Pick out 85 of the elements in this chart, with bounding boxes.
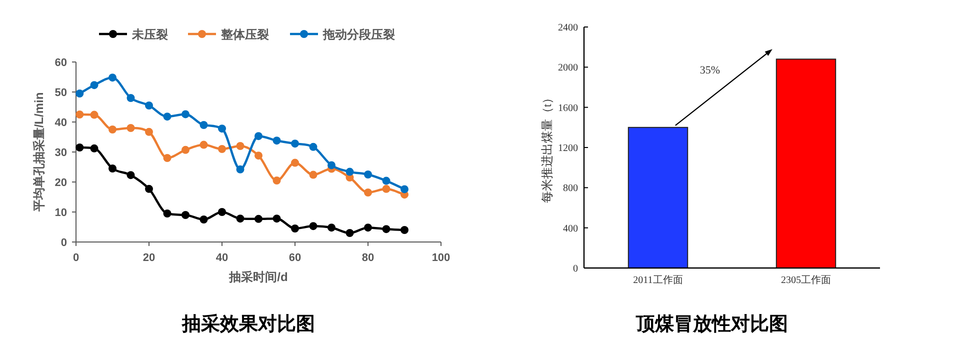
point bbox=[272, 214, 281, 223]
point bbox=[254, 214, 262, 223]
point bbox=[364, 188, 372, 196]
point bbox=[126, 124, 135, 132]
point bbox=[382, 176, 390, 185]
x-tick-label: 2011工作面 bbox=[633, 275, 683, 286]
point bbox=[346, 229, 354, 237]
y-tick-label: 40 bbox=[54, 117, 67, 129]
legend-label: 拖动分段压裂 bbox=[322, 28, 395, 42]
point bbox=[346, 168, 354, 176]
y-tick-label: 400 bbox=[563, 223, 578, 234]
point bbox=[90, 110, 98, 119]
point bbox=[76, 110, 84, 118]
point bbox=[90, 144, 98, 152]
y-tick-label: 1200 bbox=[558, 143, 578, 154]
point bbox=[364, 224, 372, 232]
point bbox=[163, 112, 172, 121]
point bbox=[400, 185, 408, 194]
point bbox=[254, 132, 262, 140]
point bbox=[200, 121, 208, 129]
point bbox=[382, 225, 390, 234]
point bbox=[200, 140, 208, 149]
y-tick-label: 2400 bbox=[558, 22, 578, 34]
point bbox=[145, 102, 153, 110]
point bbox=[328, 224, 336, 232]
y-tick-label: 20 bbox=[54, 177, 67, 189]
point bbox=[236, 165, 244, 174]
point bbox=[126, 171, 135, 180]
y-tick-label: 0 bbox=[60, 237, 67, 249]
y-tick-label: 2000 bbox=[558, 62, 578, 74]
y-tick-label: 800 bbox=[563, 183, 578, 194]
point bbox=[108, 126, 116, 134]
point bbox=[145, 128, 153, 136]
point bbox=[145, 184, 153, 193]
y-tick-label: 0 bbox=[573, 264, 578, 274]
point bbox=[291, 224, 299, 232]
text: 抽采效果对比图 bbox=[181, 313, 315, 335]
point bbox=[163, 154, 172, 162]
point bbox=[182, 110, 190, 118]
point bbox=[291, 158, 299, 167]
point bbox=[382, 184, 390, 193]
point bbox=[236, 214, 244, 223]
point bbox=[126, 94, 135, 102]
x-tick-label: 2305工作面 bbox=[781, 275, 831, 286]
point bbox=[76, 90, 84, 98]
point bbox=[328, 161, 336, 170]
point bbox=[108, 74, 116, 82]
point bbox=[309, 170, 318, 179]
y-tick-label: 1600 bbox=[558, 102, 578, 114]
x-tick-label: 100 bbox=[432, 252, 450, 264]
point bbox=[218, 208, 226, 216]
y-tick-label: 10 bbox=[54, 207, 67, 219]
point bbox=[200, 216, 208, 224]
point bbox=[272, 136, 281, 145]
point bbox=[90, 81, 98, 90]
point bbox=[400, 226, 408, 234]
point bbox=[309, 142, 318, 151]
point bbox=[76, 144, 84, 152]
point bbox=[218, 124, 226, 133]
point bbox=[182, 211, 190, 219]
x-tick-label: 80 bbox=[362, 252, 374, 264]
point bbox=[108, 164, 116, 172]
x-tick-label: 40 bbox=[216, 252, 228, 264]
point bbox=[254, 152, 262, 160]
legend-label: 未压裂 bbox=[131, 28, 168, 42]
legend-label: 整体压裂 bbox=[220, 28, 269, 42]
point bbox=[309, 222, 318, 230]
x-tick-label: 60 bbox=[288, 252, 302, 264]
y-tick-label: 60 bbox=[54, 57, 67, 69]
y-axis-title: 每米推进出煤量（t） bbox=[540, 92, 554, 204]
point bbox=[163, 210, 172, 218]
y-tick-label: 30 bbox=[54, 147, 67, 159]
point bbox=[364, 170, 372, 178]
y-tick-label: 50 bbox=[54, 87, 67, 99]
x-tick-label: 0 bbox=[72, 252, 80, 264]
x-axis-title: 抽采时间/d bbox=[228, 270, 288, 284]
x-tick-label: 20 bbox=[142, 252, 156, 264]
point bbox=[182, 146, 190, 154]
point bbox=[236, 142, 244, 150]
annotation: 35% bbox=[700, 64, 720, 76]
point bbox=[272, 176, 281, 184]
y-axis-title: 平均单孔抽采量/L/min bbox=[32, 92, 46, 213]
point bbox=[291, 140, 299, 148]
text: 顶煤冒放性对比图 bbox=[635, 313, 788, 335]
point bbox=[218, 145, 226, 153]
